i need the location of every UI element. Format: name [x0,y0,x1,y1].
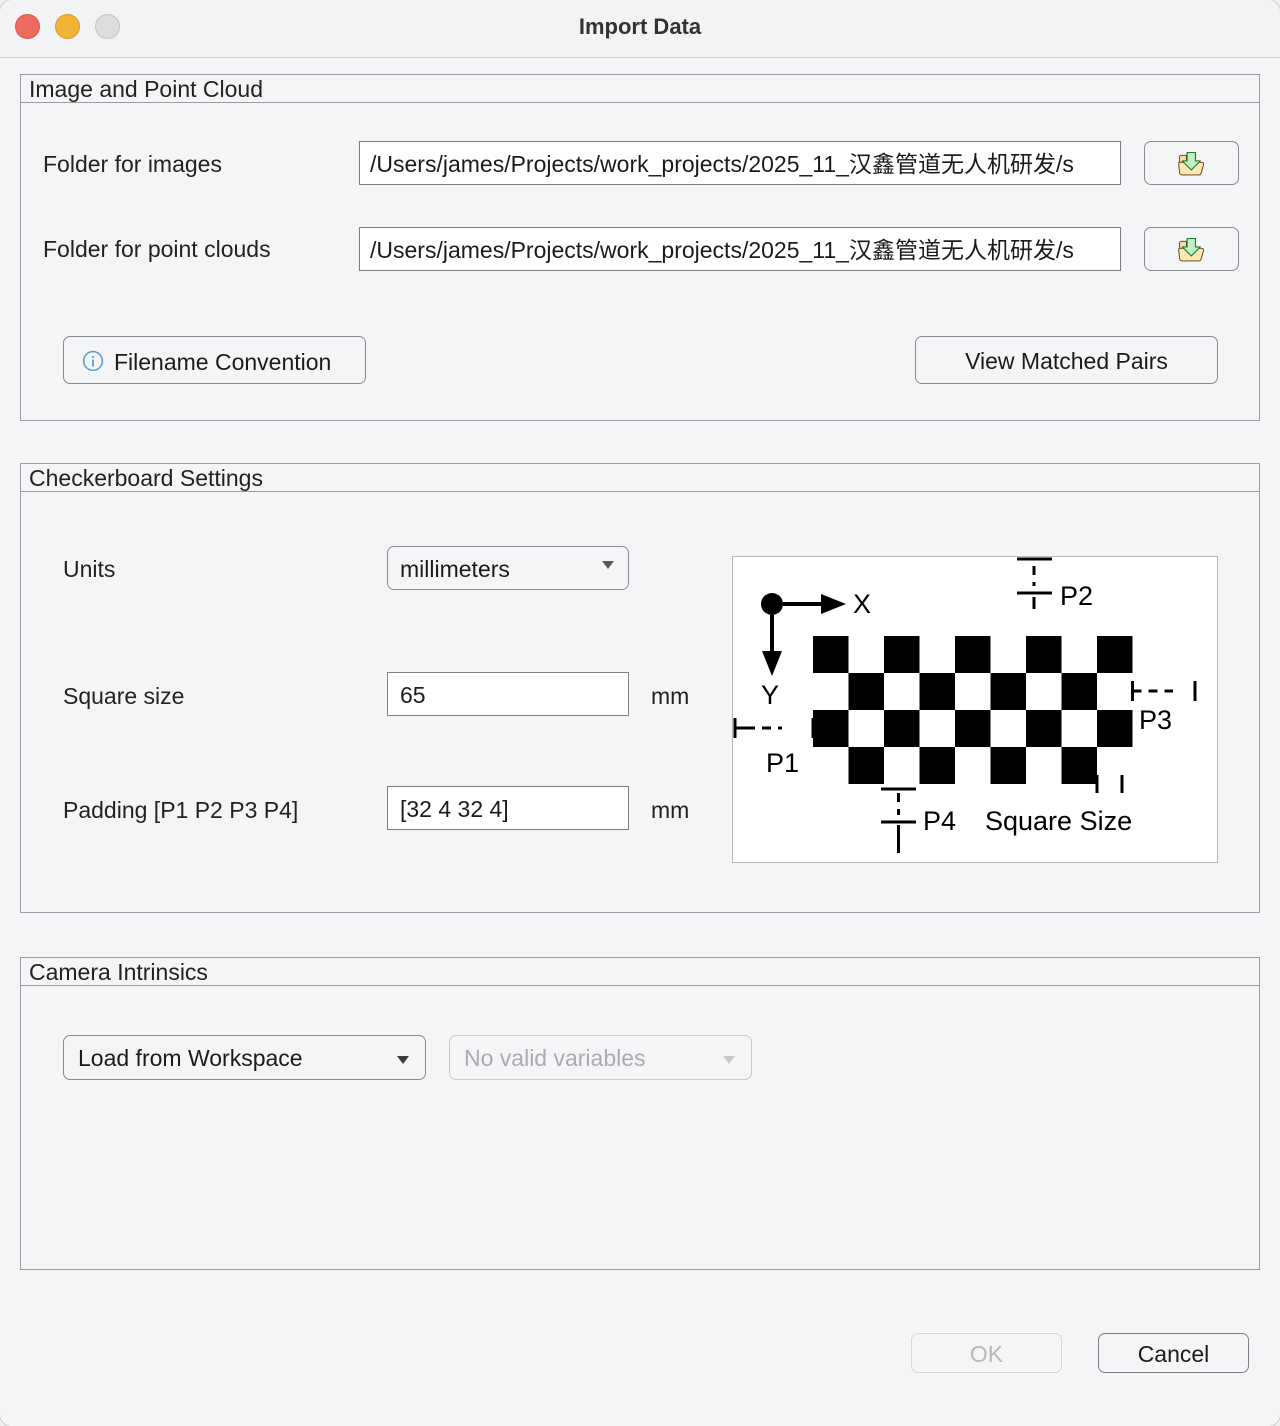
svg-text:P1: P1 [766,748,799,778]
svg-text:P3: P3 [1139,705,1172,735]
svg-text:P2: P2 [1060,581,1093,611]
svg-text:Y: Y [761,680,779,710]
svg-text:P4: P4 [923,806,956,836]
svg-text:Square Size: Square Size [985,806,1132,836]
svg-text:X: X [853,589,871,619]
